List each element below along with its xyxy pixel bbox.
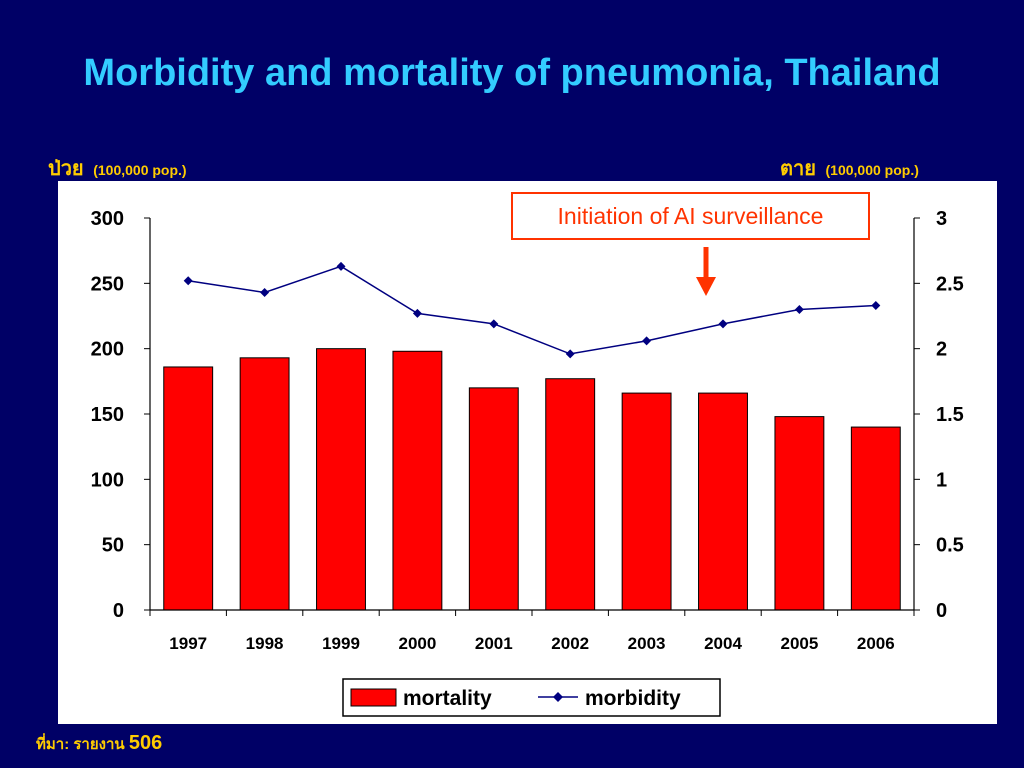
bar-2003	[621, 392, 672, 611]
source-number: 506	[128, 732, 163, 754]
bar-1999	[316, 348, 366, 611]
left-axis-unit: (100,000 pop.)	[93, 162, 187, 178]
chart-title: Morbidity and mortality of pneumonia, Th…	[83, 52, 941, 94]
morbidity-point-1998	[260, 287, 270, 297]
morbidity-point-2003	[642, 336, 652, 346]
x-tick-label: 1998	[246, 634, 284, 653]
annotation-box	[511, 192, 870, 240]
annotation-layer: Initiation of AI surveillance	[511, 192, 870, 296]
right-tick-label: 1	[936, 469, 947, 491]
morbidity-line-layer	[183, 261, 881, 359]
right-tick-label: 0	[936, 600, 947, 622]
morbidity-point-2005	[794, 304, 804, 314]
left-tick-label: 100	[91, 469, 124, 491]
left-tick-label: 150	[91, 404, 124, 426]
bar-2005	[774, 416, 825, 611]
x-tick-label: 2001	[475, 634, 513, 653]
right-axis-unit: (100,000 pop.)	[825, 162, 919, 178]
bar-2001	[468, 387, 519, 611]
left-axis-name: ป่วย	[48, 158, 84, 180]
bar-2002	[545, 378, 596, 611]
left-tick-label: 250	[91, 273, 124, 295]
x-tick-label: 2005	[780, 634, 818, 653]
right-tick-label: 1.5	[936, 404, 964, 426]
morbidity-line	[188, 265, 876, 355]
left-tick-label: 0	[113, 600, 124, 622]
legend: mortality morbidity	[342, 678, 721, 717]
x-tick-label: 2006	[857, 634, 895, 653]
left-tick-label: 200	[91, 339, 124, 361]
left-tick-label: 50	[102, 535, 124, 557]
morbidity-point-1999	[336, 261, 346, 271]
x-tick-label: 2003	[628, 634, 666, 653]
morbidity-point-2001	[489, 319, 499, 329]
right-axis-name: ตาย	[780, 158, 816, 180]
legend-label-morbidity: morbidity	[585, 687, 681, 710]
legend-box	[342, 678, 721, 717]
legend-swatch-mortality	[350, 688, 397, 707]
right-tick-label: 3	[936, 208, 947, 230]
axes-layer: 0 50 100 150 200 250 300 0 0.5 1 1.5 2 2.5 3 1997 1998 1…	[91, 208, 964, 653]
right-tick-label: 0.5	[936, 535, 964, 557]
x-tick-label: 2002	[551, 634, 589, 653]
right-tick-label: 2.5	[936, 273, 964, 295]
source-note: ที่มา: รายงาน 506	[36, 732, 162, 756]
x-tick-label: 2000	[398, 634, 436, 653]
source-label: ที่มา:	[36, 736, 70, 753]
morbidity-point-2000	[412, 308, 422, 318]
right-axis-label: ตาย (100,000 pop.)	[780, 152, 919, 184]
morbidity-point-2002	[565, 349, 575, 359]
right-tick-label: 2	[936, 339, 947, 361]
annotation-text: Initiation of AI surveillance	[558, 203, 824, 229]
bar-2004	[698, 392, 748, 611]
legend-marker-morbidity	[553, 692, 563, 702]
morbidity-point-2004	[718, 319, 728, 329]
legend-label-mortality: mortality	[403, 687, 492, 710]
bar-1998	[239, 357, 290, 611]
x-tick-label: 1997	[169, 634, 207, 653]
source-text: รายงาน	[73, 736, 125, 753]
left-tick-label: 300	[91, 208, 124, 230]
x-tick-label: 1999	[322, 634, 360, 653]
x-tick-label: 2004	[704, 634, 742, 653]
bar-2006	[850, 426, 901, 611]
bars-layer	[163, 348, 901, 611]
chart-panel: 0 50 100 150 200 250 300 0 0.5 1 1.5 2 2.5 3 1997 1998 1…	[58, 181, 997, 724]
morbidity-point-1997	[183, 276, 193, 286]
bar-1997	[163, 366, 214, 611]
annotation-arrow-head	[696, 277, 716, 296]
chart-svg: 0 50 100 150 200 250 300 0 0.5 1 1.5 2 2.5 3 1997 1998 1…	[91, 192, 964, 717]
morbidity-point-2006	[871, 301, 881, 311]
left-axis-label: ป่วย (100,000 pop.)	[48, 152, 187, 184]
bar-2000	[392, 350, 443, 611]
